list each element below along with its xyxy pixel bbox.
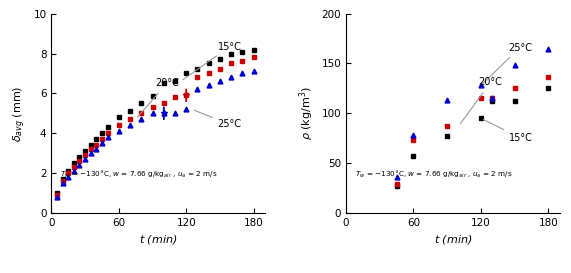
Text: 25°C: 25°C — [483, 43, 532, 84]
Text: 15°C: 15°C — [484, 120, 533, 143]
Text: 25°C: 25°C — [195, 110, 242, 129]
Text: 20°C: 20°C — [460, 77, 502, 124]
Text: 20°C: 20°C — [138, 78, 179, 117]
Text: 15°C: 15°C — [183, 41, 242, 80]
X-axis label: $t$ (min): $t$ (min) — [139, 233, 178, 246]
Text: $T_w$ = −130°C, $w$ = 7.66 g/kg$_{air}$ , $u_a$ = 2 m/s: $T_w$ = −130°C, $w$ = 7.66 g/kg$_{air}$ … — [60, 169, 218, 180]
Text: $T_w$ = −130°C, $w$ = 7.66 g/kg$_{air}$ , $u_a$ = 2 m/s: $T_w$ = −130°C, $w$ = 7.66 g/kg$_{air}$ … — [355, 169, 512, 180]
Y-axis label: $\delta_{avg}$ (mm): $\delta_{avg}$ (mm) — [11, 85, 28, 141]
Y-axis label: $\rho$ (kg/m$^3$): $\rho$ (kg/m$^3$) — [297, 86, 316, 140]
X-axis label: $t$ (min): $t$ (min) — [433, 233, 472, 246]
